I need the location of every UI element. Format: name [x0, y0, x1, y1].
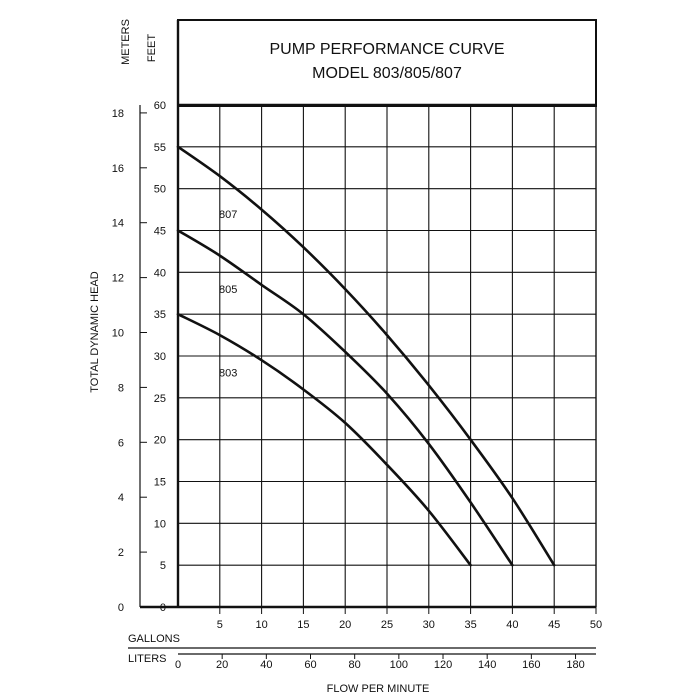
feet-tick-label: 5: [160, 560, 166, 572]
series-label-803: 803: [219, 368, 237, 380]
gallon-tick-label: 25: [381, 619, 393, 631]
series-line-805: [176, 229, 514, 567]
x-axis-title: FLOW PER MINUTE: [327, 683, 430, 695]
feet-tick-label: 50: [154, 184, 166, 196]
gallon-tick-label: 40: [506, 619, 518, 631]
series-label-805: 805: [219, 284, 237, 296]
gallons-unit-label: GALLONS: [128, 633, 180, 645]
meters-unit-label: METERS: [120, 19, 132, 65]
feet-tick-label: 60: [154, 100, 166, 112]
meter-tick-label: 2: [118, 547, 124, 559]
feet-tick-label: 55: [154, 142, 166, 154]
feet-tick-label: 45: [154, 226, 166, 238]
title-box: [177, 19, 597, 107]
feet-tick-label: 10: [154, 518, 166, 530]
liter-tick-label: 40: [260, 659, 272, 671]
series-line-803: [176, 312, 472, 567]
feet-tick-label: 40: [154, 267, 166, 279]
gallon-tick-label: 20: [339, 619, 351, 631]
series-label-807: 807: [219, 209, 237, 221]
gallon-tick-label: 5: [217, 619, 223, 631]
gallon-tick-label: 30: [423, 619, 435, 631]
meter-tick-label: 16: [112, 163, 124, 175]
liter-tick-label: 0: [175, 659, 181, 671]
tick-labels: 5101520253035404550556002468101214161805…: [112, 100, 602, 671]
liter-tick-label: 120: [434, 659, 452, 671]
feet-tick-label: 30: [154, 351, 166, 363]
feet-tick-label: 15: [154, 477, 166, 489]
chart-subtitle: MODEL 803/805/807: [312, 65, 462, 82]
liter-tick-label: 140: [478, 659, 496, 671]
feet-unit-label: FEET: [146, 34, 158, 62]
meter-tick-label: 8: [118, 382, 124, 394]
meter-tick-label: 10: [112, 328, 124, 340]
feet-tick-label: 35: [154, 309, 166, 321]
gallon-tick-label: 15: [297, 619, 309, 631]
meter-tick-label: 0: [118, 602, 124, 614]
liters-unit-label: LITERS: [128, 653, 167, 665]
meter-tick-label: 18: [112, 108, 124, 120]
meter-tick-label: 4: [118, 492, 124, 504]
liter-tick-label: 100: [390, 659, 408, 671]
liter-tick-label: 160: [522, 659, 540, 671]
series: 807 805 803: [176, 145, 556, 567]
gallon-tick-label: 50: [590, 619, 602, 631]
gallon-tick-label: 45: [548, 619, 560, 631]
gallon-tick-label: 10: [255, 619, 267, 631]
gallon-tick-label: 35: [464, 619, 476, 631]
feet-tick-label: 20: [154, 435, 166, 447]
meter-tick-label: 6: [118, 437, 124, 449]
liter-tick-label: 180: [566, 659, 584, 671]
chart-title: PUMP PERFORMANCE CURVE: [270, 41, 505, 58]
feet-tick-label: 25: [154, 393, 166, 405]
liter-tick-label: 20: [216, 659, 228, 671]
y-axis-title: TOTAL DYNAMIC HEAD: [89, 271, 101, 392]
series-line-807: [176, 145, 556, 567]
feet-tick-label: 0: [160, 602, 166, 614]
meter-tick-label: 14: [112, 218, 124, 230]
liter-tick-label: 60: [304, 659, 316, 671]
liter-tick-label: 80: [349, 659, 361, 671]
meter-tick-label: 12: [112, 273, 124, 285]
